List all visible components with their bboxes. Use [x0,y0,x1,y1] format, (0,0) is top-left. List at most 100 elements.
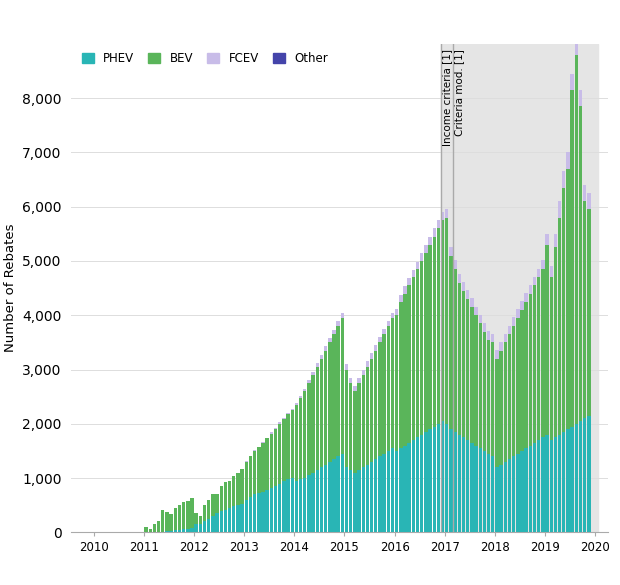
Bar [558,201,561,218]
Bar [282,418,286,419]
Bar [328,342,332,462]
Bar [241,504,244,532]
Bar [366,367,369,464]
Bar [299,395,303,398]
Legend: PHEV, BEV, FCEV, Other: PHEV, BEV, FCEV, Other [78,47,333,70]
Bar [232,476,236,506]
Bar [166,512,169,531]
Bar [374,345,378,350]
Bar [236,473,240,505]
Bar [412,277,415,440]
Bar [299,479,303,532]
Bar [186,501,190,529]
Bar [157,521,161,532]
Bar [311,473,315,532]
Bar [587,416,590,532]
Bar [278,483,281,532]
Bar [182,502,185,529]
Bar [219,486,223,511]
Bar [219,511,223,532]
Bar [328,338,332,342]
Bar [491,333,494,342]
Bar [324,346,327,350]
Bar [174,530,177,532]
Bar [353,391,356,473]
Bar [562,188,565,432]
Bar [337,456,340,532]
Bar [182,529,185,532]
Bar [387,326,390,451]
Bar [533,443,536,532]
Bar [236,505,240,532]
Bar [416,438,419,532]
Bar [537,269,541,277]
Bar [261,443,265,491]
Bar [462,438,465,532]
Bar [436,424,440,532]
Bar [370,353,373,359]
Bar [316,470,319,532]
Bar [345,364,348,370]
Bar [257,447,260,493]
Bar [353,473,356,532]
Bar [404,446,407,532]
Bar [286,412,290,414]
Bar [253,451,256,494]
Bar [575,55,578,424]
Bar [195,514,198,524]
Bar [495,467,498,532]
Bar [366,362,369,367]
Bar [549,277,553,440]
Bar [361,467,365,532]
Bar [324,464,327,532]
Bar [337,321,340,326]
Bar [554,247,557,438]
Bar [349,383,352,470]
Bar [270,488,273,532]
Bar [474,446,478,532]
Bar [537,277,541,440]
Bar [483,332,486,451]
Bar [503,462,507,532]
Bar [549,266,553,277]
Bar [391,318,394,448]
Bar [533,277,536,285]
Bar [282,419,286,481]
Bar [178,529,181,532]
Bar [391,312,394,318]
Bar [420,261,423,435]
Bar [174,508,177,530]
Bar [349,470,352,532]
Bar [370,359,373,462]
Bar [558,435,561,532]
Bar [320,467,323,532]
Bar [399,295,402,302]
Bar [153,524,156,532]
Bar [407,443,411,532]
Bar [399,302,402,448]
Bar [303,388,306,391]
Bar [562,171,565,188]
Bar [224,483,227,510]
Bar [416,269,419,438]
Bar [361,370,365,375]
Bar [466,299,469,440]
Text: Income criteria [1]: Income criteria [1] [442,49,452,146]
Bar [462,291,465,438]
Bar [395,309,399,315]
Bar [186,529,190,532]
Bar [470,443,474,532]
Bar [428,245,432,429]
Bar [211,494,215,516]
Bar [503,333,507,342]
Bar [190,528,193,532]
Bar [311,371,315,375]
Bar [366,464,369,532]
Bar [508,459,511,532]
Bar [245,462,248,500]
Bar [512,326,515,456]
Bar [399,448,402,532]
Bar [450,429,453,532]
Bar [450,256,453,429]
Bar [383,334,386,453]
